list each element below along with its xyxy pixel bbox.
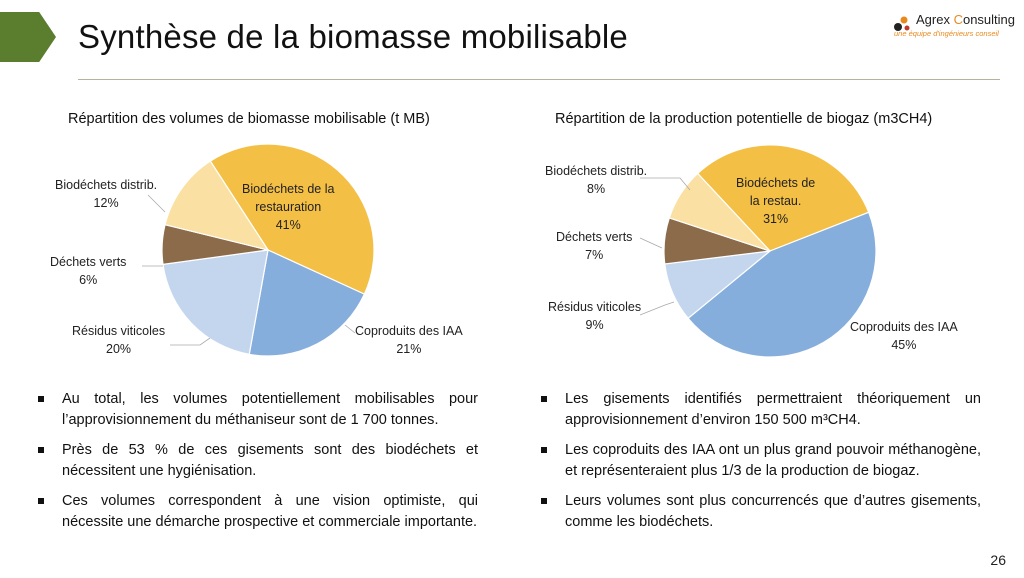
pie-slice: [696, 144, 870, 252]
logo-brand: Agrex Consulting: [916, 12, 1016, 27]
pie-slice: [687, 211, 877, 358]
left-label-iaa: Coproduits des IAA 21%: [355, 324, 463, 356]
slide-title: Synthèse de la biomasse mobilisable: [78, 18, 628, 55]
right-label-distrib: Biodéchets distrib. 8%: [545, 164, 648, 196]
right-label-viticoles: Résidus viticoles 9%: [548, 300, 642, 332]
leader-line: [639, 301, 675, 316]
left-label-restauration: Biodéchets de la restauration 41%: [242, 182, 335, 232]
left-label-viticoles: Résidus viticoles 20%: [72, 324, 166, 356]
right-label-iaa: Coproduits des IAA 45%: [850, 320, 958, 352]
left-chart-title: Répartition des volumes de biomasse mobi…: [68, 111, 430, 127]
title-divider: [78, 79, 1000, 80]
logo-tagline: une équipe d'ingénieurs conseil: [894, 29, 999, 38]
left-label-dechets-verts: Déchets verts 6%: [50, 255, 127, 287]
right-bullet-1: Les coproduits des IAA ont un plus grand…: [539, 440, 981, 481]
right-pie-chart: [663, 144, 877, 358]
pie-slice: [209, 143, 375, 295]
right-bullet-2: Leurs volumes sont plus concurrencés que…: [539, 491, 981, 532]
left-label-distrib: Biodéchets distrib. 12%: [55, 178, 158, 210]
leader-line: [344, 324, 356, 334]
left-bullet-list: Au total, les volumes potentiellement mo…: [36, 389, 478, 542]
pie-slice: [248, 249, 366, 357]
left-pie-chart: [161, 143, 375, 357]
leader-line: [640, 177, 691, 191]
leader-line: [639, 237, 663, 249]
right-bullet-0: Les gisements identifiés permettraient t…: [539, 389, 981, 430]
leader-line: [147, 194, 166, 213]
left-bullet-1: Près de 53 % de ces gisements sont des b…: [36, 440, 478, 481]
pie-slice: [668, 172, 771, 252]
agrex-logo: Agrex Consulting une équipe d'ingénieurs…: [892, 8, 1015, 44]
right-chart-title: Répartition de la production potentielle…: [555, 111, 933, 127]
leader-line: [170, 337, 211, 346]
pie-slice: [162, 249, 269, 356]
right-bullet-list: Les gisements identifiés permettraient t…: [539, 389, 981, 542]
left-bullet-0: Au total, les volumes potentiellement mo…: [36, 389, 478, 430]
pie-slice: [164, 160, 270, 251]
right-label-dechets-verts: Déchets verts 7%: [556, 230, 633, 262]
right-label-restau: Biodéchets de la restau. 31%: [736, 176, 816, 226]
logo-dots-icon: [894, 16, 910, 31]
left-bullet-2: Ces volumes correspondent à une vision o…: [36, 491, 478, 532]
page-number: 26: [990, 552, 1006, 568]
